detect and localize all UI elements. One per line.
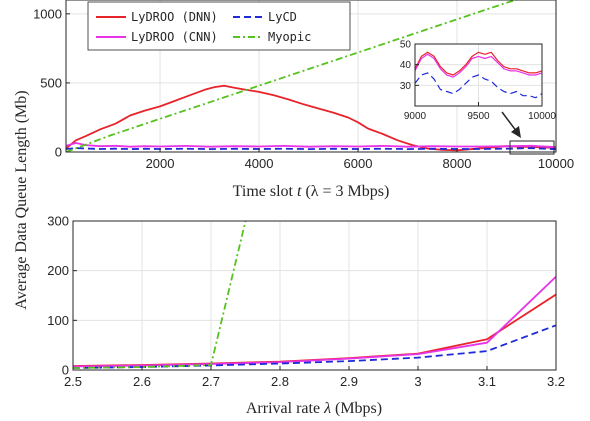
inset-y-tick-label: 40	[400, 60, 412, 71]
bottom-series-lydroo-cnn	[73, 275, 556, 368]
bottom-x-tick-label: 2.6	[133, 374, 151, 389]
arrival-rate-chart: 2.5 2.6 2.7 2.8 2.9 3 3.1 3.2 0 100 200 300 Arriva…	[47, 214, 565, 417]
legend-label-lydroo-dnn: LyDROO (DNN)	[131, 10, 218, 24]
inset-x-tick-label: 9500	[467, 111, 490, 122]
inset-y-tick-label: 30	[400, 81, 412, 92]
bottom-x-tick-label: 2.5	[64, 374, 82, 389]
bottom-series-lycd	[73, 324, 556, 369]
bottom-y-tick-label: 300	[47, 214, 69, 229]
bottom-y-tick-label: 200	[47, 263, 69, 278]
top-y-tick-label: 0	[55, 145, 62, 160]
bottom-x-tick-label: 3.1	[478, 374, 496, 389]
top-series-lydroo-dnn	[66, 84, 556, 152]
top-x-tick-label: 10000	[538, 156, 574, 171]
zoom-arrow-head	[511, 126, 521, 138]
legend-label-myopic: Myopic	[268, 30, 311, 44]
y-axis-label: Average Data Queue Length (Mb)	[13, 90, 30, 309]
inset-x-ticks: 9000 9500 10000	[404, 102, 556, 122]
zoom-arrow	[501, 111, 518, 133]
top-x-tick-label: 2000	[146, 156, 175, 171]
bottom-y-tick-label: 100	[47, 313, 69, 328]
legend-box	[87, 1, 351, 51]
inset-x-tick-label: 10000	[528, 111, 556, 122]
top-y-tick-label: 1000	[33, 6, 62, 21]
bottom-x-tick-label: 3.2	[547, 374, 565, 389]
top-x-axis-label: Time slot t (λ = 3 Mbps)	[233, 183, 390, 200]
inset-series-lydroo-cnn	[415, 53, 542, 78]
legend-label-lycd: LyCD	[268, 10, 297, 24]
bottom-x-tick-label: 2.9	[340, 374, 358, 389]
inset-series-lydroo-dnn	[415, 51, 542, 76]
bottom-y-ticks: 0 100 200 300	[47, 214, 77, 378]
bottom-plot-frame	[72, 220, 557, 371]
inset-series	[415, 51, 542, 99]
bottom-series	[73, 221, 556, 369]
zoom-region-box	[509, 140, 555, 155]
bottom-x-axis-label: Arrival rate λ (Mbps)	[246, 400, 382, 417]
legend: LyDROO (DNN) LyCD LyDROO (CNN) Myopic	[87, 1, 351, 51]
inset-y-tick-label: 50	[400, 40, 412, 51]
inset-x-tick-label: 9000	[404, 111, 427, 122]
bottom-series-myopic	[73, 221, 247, 369]
inset-series-lycd	[415, 72, 542, 99]
top-x-tick-label: 4000	[245, 156, 274, 171]
top-series-myopic	[66, 0, 519, 152]
top-x-tick-label: 6000	[344, 156, 373, 171]
legend-label-lydroo-cnn: LyDROO (CNN)	[131, 30, 218, 44]
time-slot-chart: 2000 4000 6000 8000 10000 0 500 1000 Time slot…	[33, 0, 574, 200]
bottom-x-tick-label: 2.7	[202, 374, 220, 389]
bottom-grid	[72, 220, 557, 371]
top-plot-frame	[65, 0, 557, 153]
bottom-x-tick-label: 3	[414, 374, 421, 389]
top-x-ticks: 2000 4000 6000 8000 10000	[146, 148, 574, 171]
bottom-y-tick-label: 0	[62, 363, 69, 378]
bottom-x-ticks: 2.5 2.6 2.7 2.8 2.9 3 3.1 3.2	[64, 366, 565, 389]
inset-y-ticks: 30 40 50	[400, 40, 419, 92]
top-series-lycd	[66, 147, 556, 151]
top-x-tick-label: 8000	[443, 156, 472, 171]
inset-chart: 9000 9500 10000 30 40 50	[400, 40, 556, 123]
top-y-ticks: 0 500 1000	[33, 6, 70, 160]
bottom-x-tick-label: 2.8	[271, 374, 289, 389]
bottom-series-lydroo-dnn	[73, 293, 556, 367]
top-series	[66, 0, 556, 152]
top-y-tick-label: 500	[40, 75, 62, 90]
top-series-lydroo-cnn	[66, 142, 556, 149]
